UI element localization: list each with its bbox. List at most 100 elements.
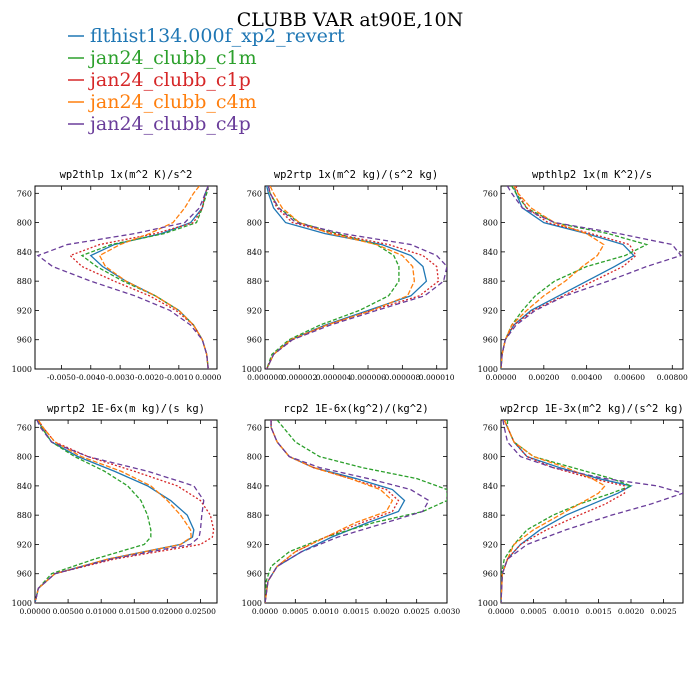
y-tick-label: 880 bbox=[17, 511, 32, 520]
x-tick-label: 0.00400 bbox=[571, 373, 602, 382]
y-tick-label: 920 bbox=[483, 306, 498, 315]
y-tick-label: 840 bbox=[247, 248, 262, 257]
series-line bbox=[501, 186, 637, 369]
series-line bbox=[501, 420, 683, 603]
legend-entry: flthist134.000f_xp2_revert bbox=[90, 25, 345, 47]
x-tick-label: 0.02500 bbox=[185, 607, 216, 616]
x-tick-label: 0.0025 bbox=[404, 607, 430, 616]
series-line bbox=[98, 186, 209, 369]
y-tick-label: 1000 bbox=[242, 599, 262, 608]
series-line bbox=[265, 420, 430, 603]
series-line bbox=[265, 420, 394, 603]
y-tick-label: 960 bbox=[247, 336, 262, 345]
panel-title: wp2thlp 1x(m^2 K)/s^2 bbox=[60, 169, 193, 181]
series-line bbox=[266, 186, 447, 369]
y-tick-label: 760 bbox=[483, 189, 498, 198]
y-tick-label: 760 bbox=[17, 189, 32, 198]
x-tick-label: 0.0025 bbox=[650, 607, 676, 616]
y-tick-label: 800 bbox=[483, 219, 498, 228]
panel-title: wp2rtp 1x(m^2 kg)/(s^2 kg) bbox=[274, 169, 438, 181]
legend-entry: jan24_clubb_c4p bbox=[88, 113, 251, 135]
series-line bbox=[501, 420, 607, 603]
legend: flthist134.000f_xp2_revertjan24_clubb_c1… bbox=[68, 25, 345, 135]
y-tick-label: 920 bbox=[17, 540, 32, 549]
y-tick-label: 840 bbox=[17, 248, 32, 257]
chart-panels: wp2thlp 1x(m^2 K)/s^2 760 800 840 880 920 960 1… bbox=[12, 169, 688, 616]
chart-panel: wprtp2 1E-6x(m kg)/(s kg) 760 800 840 880 920… bbox=[12, 403, 218, 616]
x-tick-label: 0.000000 bbox=[247, 373, 283, 382]
x-tick-label: 0.00800 bbox=[657, 373, 688, 382]
y-tick-label: 960 bbox=[483, 336, 498, 345]
chart-panel: wp2rtp 1x(m^2 kg)/(s^2 kg) 760 800 840 880 92… bbox=[242, 169, 455, 382]
x-tick-label: 0.000008 bbox=[384, 373, 420, 382]
series-line bbox=[36, 186, 209, 369]
x-tick-label: 0.00000 bbox=[19, 607, 50, 616]
y-tick-label: 840 bbox=[247, 482, 262, 491]
series-line bbox=[501, 186, 649, 369]
x-tick-label: 0.0010 bbox=[553, 607, 579, 616]
series-line bbox=[266, 186, 416, 369]
series-line bbox=[69, 186, 209, 369]
series-line bbox=[501, 420, 626, 603]
series-line bbox=[266, 186, 440, 369]
x-tick-label: 0.00200 bbox=[528, 373, 559, 382]
x-tick-label: 0.02000 bbox=[152, 607, 183, 616]
x-tick-label: 0.00600 bbox=[614, 373, 645, 382]
series-line bbox=[265, 420, 400, 603]
series-line bbox=[266, 186, 400, 369]
series-line bbox=[265, 420, 447, 603]
figure-title: CLUBB VAR at90E,10N bbox=[237, 9, 463, 31]
y-tick-label: 1000 bbox=[12, 599, 32, 608]
series-line bbox=[266, 186, 428, 369]
plot-frame bbox=[34, 185, 218, 370]
x-tick-label: 0.0030 bbox=[434, 607, 460, 616]
series-line bbox=[501, 186, 635, 369]
legend-entry: jan24_clubb_c1m bbox=[88, 47, 257, 69]
y-tick-label: 800 bbox=[17, 219, 32, 228]
x-tick-label: 0.00500 bbox=[53, 607, 84, 616]
y-tick-label: 880 bbox=[247, 511, 262, 520]
y-tick-label: 920 bbox=[17, 306, 32, 315]
y-tick-label: 880 bbox=[17, 277, 32, 286]
series-line bbox=[35, 420, 192, 603]
y-tick-label: 800 bbox=[483, 453, 498, 462]
x-tick-label: 0.0000 bbox=[252, 607, 278, 616]
plot-frame bbox=[500, 419, 684, 604]
x-tick-label: 0.0000 bbox=[195, 373, 221, 382]
x-tick-label: 0.0000 bbox=[488, 607, 514, 616]
series-line bbox=[501, 186, 605, 369]
y-tick-label: 920 bbox=[483, 540, 498, 549]
x-tick-label: 0.0015 bbox=[343, 607, 369, 616]
y-tick-label: 840 bbox=[483, 482, 498, 491]
y-tick-label: 920 bbox=[247, 306, 262, 315]
x-tick-label: 0.000002 bbox=[281, 373, 317, 382]
chart-panel: wp2rcp 1E-3x(m^2 kg)/(s^2 kg)760 800 840 88… bbox=[478, 403, 684, 616]
plot-frame bbox=[34, 419, 218, 604]
x-tick-label: 0.0020 bbox=[618, 607, 644, 616]
series-line bbox=[89, 186, 209, 369]
x-tick-label: 0.01000 bbox=[86, 607, 117, 616]
y-tick-label: 880 bbox=[483, 511, 498, 520]
y-tick-label: 1000 bbox=[478, 365, 498, 374]
series-line bbox=[501, 420, 633, 603]
legend-entry: jan24_clubb_c4m bbox=[88, 91, 257, 113]
legend-entry: jan24_clubb_c1p bbox=[88, 69, 251, 91]
chart-panel: rcp2 1E-6x(kg^2)/(kg^2) 760 800 840 880 920 96… bbox=[242, 403, 461, 616]
x-tick-label: -0.0010 bbox=[164, 373, 193, 382]
x-tick-label: 0.0005 bbox=[520, 607, 546, 616]
y-tick-label: 800 bbox=[247, 219, 262, 228]
y-tick-label: 1000 bbox=[242, 365, 262, 374]
plot-frame bbox=[264, 419, 448, 604]
x-tick-label: 0.0010 bbox=[313, 607, 339, 616]
y-tick-label: 920 bbox=[247, 540, 262, 549]
y-tick-label: 960 bbox=[247, 570, 262, 579]
series-line bbox=[501, 186, 682, 369]
panel-title: rcp2 1E-6x(kg^2)/(kg^2) bbox=[283, 403, 428, 415]
y-tick-label: 960 bbox=[17, 570, 32, 579]
x-tick-label: 0.0015 bbox=[585, 607, 611, 616]
x-tick-label: 0.01500 bbox=[119, 607, 150, 616]
y-tick-label: 760 bbox=[247, 189, 262, 198]
y-tick-label: 1000 bbox=[478, 599, 498, 608]
y-tick-label: 760 bbox=[17, 423, 32, 432]
y-tick-label: 1000 bbox=[12, 365, 32, 374]
